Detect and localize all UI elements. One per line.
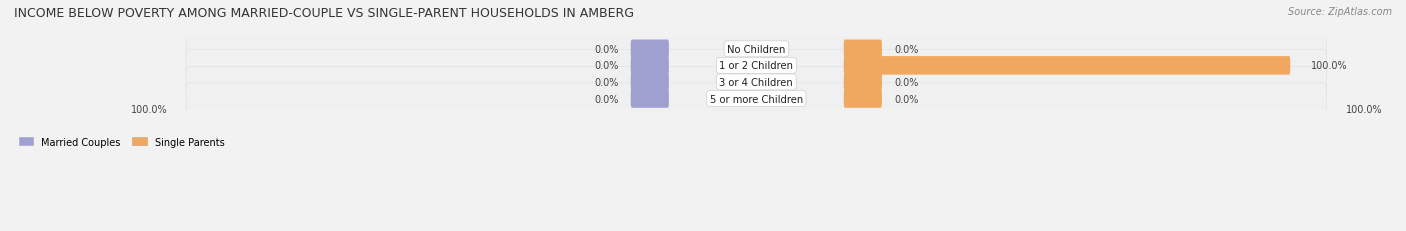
Text: 1 or 2 Children: 1 or 2 Children <box>720 61 793 71</box>
Text: 100.0%: 100.0% <box>1312 61 1348 71</box>
Text: 0.0%: 0.0% <box>595 78 619 88</box>
FancyBboxPatch shape <box>186 67 1327 98</box>
FancyBboxPatch shape <box>844 57 1291 75</box>
Text: 0.0%: 0.0% <box>595 94 619 104</box>
Text: 100.0%: 100.0% <box>131 104 167 114</box>
Text: 0.0%: 0.0% <box>595 61 619 71</box>
Text: 3 or 4 Children: 3 or 4 Children <box>720 78 793 88</box>
FancyBboxPatch shape <box>631 57 669 75</box>
Text: 0.0%: 0.0% <box>894 45 918 55</box>
Text: 100.0%: 100.0% <box>1346 104 1382 114</box>
FancyBboxPatch shape <box>844 90 882 108</box>
FancyBboxPatch shape <box>186 34 1327 65</box>
Legend: Married Couples, Single Parents: Married Couples, Single Parents <box>15 133 228 151</box>
FancyBboxPatch shape <box>844 40 882 59</box>
Text: INCOME BELOW POVERTY AMONG MARRIED-COUPLE VS SINGLE-PARENT HOUSEHOLDS IN AMBERG: INCOME BELOW POVERTY AMONG MARRIED-COUPL… <box>14 7 634 20</box>
Text: No Children: No Children <box>727 45 786 55</box>
FancyBboxPatch shape <box>631 40 669 59</box>
FancyBboxPatch shape <box>186 51 1327 82</box>
Text: 0.0%: 0.0% <box>595 45 619 55</box>
Text: 0.0%: 0.0% <box>894 94 918 104</box>
FancyBboxPatch shape <box>844 73 882 92</box>
Text: 5 or more Children: 5 or more Children <box>710 94 803 104</box>
FancyBboxPatch shape <box>631 90 669 108</box>
Text: Source: ZipAtlas.com: Source: ZipAtlas.com <box>1288 7 1392 17</box>
FancyBboxPatch shape <box>186 84 1327 115</box>
Text: 0.0%: 0.0% <box>894 78 918 88</box>
FancyBboxPatch shape <box>631 73 669 92</box>
